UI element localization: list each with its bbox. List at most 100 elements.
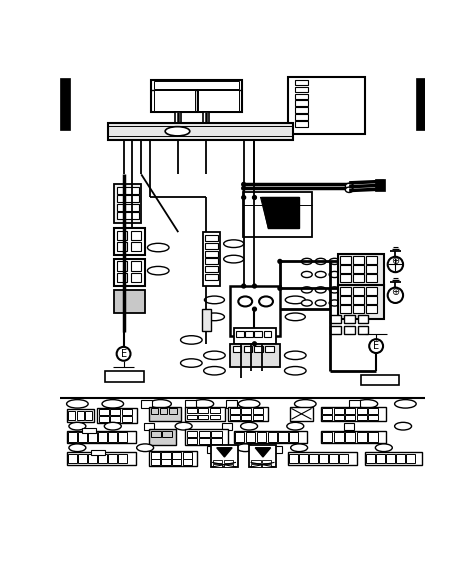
Circle shape [253, 195, 256, 200]
Bar [346, 409, 356, 414]
Bar [211, 438, 222, 444]
Bar [255, 330, 262, 337]
Text: E: E [373, 341, 379, 351]
Bar [187, 438, 198, 444]
Bar [262, 464, 272, 467]
Bar [68, 411, 75, 420]
Bar [321, 431, 386, 443]
Ellipse shape [117, 347, 130, 361]
Ellipse shape [315, 300, 326, 306]
Bar [337, 285, 384, 319]
Bar [322, 414, 332, 420]
Ellipse shape [102, 400, 124, 408]
Bar [183, 453, 192, 458]
Bar [78, 433, 87, 441]
Ellipse shape [259, 296, 273, 306]
Bar [117, 273, 128, 282]
Bar [211, 431, 222, 437]
Ellipse shape [137, 444, 154, 451]
Ellipse shape [329, 258, 340, 265]
Ellipse shape [395, 422, 411, 430]
Bar [151, 453, 160, 458]
Ellipse shape [301, 300, 312, 306]
Bar [366, 275, 377, 282]
Bar [396, 454, 405, 463]
Bar [85, 411, 92, 420]
Bar [185, 407, 225, 421]
Ellipse shape [301, 271, 312, 278]
Bar [267, 433, 277, 441]
Bar [149, 451, 197, 466]
Bar [249, 446, 276, 467]
Bar [114, 259, 145, 286]
Bar [366, 287, 377, 295]
Bar [91, 450, 105, 455]
Bar [330, 326, 341, 334]
Bar [114, 184, 141, 223]
Bar [198, 90, 239, 112]
Ellipse shape [329, 300, 340, 306]
Bar [357, 414, 367, 420]
Bar [340, 275, 351, 282]
Bar [203, 232, 220, 286]
Bar [329, 454, 337, 463]
Ellipse shape [147, 266, 169, 275]
Bar [253, 414, 263, 420]
Polygon shape [255, 448, 271, 457]
Bar [295, 80, 308, 85]
Bar [205, 266, 218, 272]
Ellipse shape [315, 287, 326, 293]
Bar [262, 460, 272, 463]
Bar [234, 328, 276, 344]
Ellipse shape [294, 400, 316, 408]
Ellipse shape [285, 296, 305, 303]
Ellipse shape [69, 422, 86, 430]
Ellipse shape [388, 257, 403, 272]
Bar [118, 454, 127, 463]
Bar [88, 454, 97, 463]
Bar [340, 287, 351, 295]
Bar [416, 78, 425, 130]
Ellipse shape [192, 400, 214, 408]
Bar [108, 123, 293, 140]
Bar [205, 274, 218, 280]
Bar [118, 433, 127, 441]
Bar [210, 414, 220, 419]
Ellipse shape [251, 215, 262, 222]
Bar [77, 411, 83, 420]
Ellipse shape [315, 271, 326, 278]
Circle shape [242, 284, 246, 288]
Bar [198, 414, 208, 419]
Bar [205, 251, 218, 257]
Bar [66, 453, 136, 465]
Bar [386, 454, 395, 463]
Bar [130, 231, 141, 240]
Bar [117, 187, 139, 194]
Bar [108, 433, 117, 441]
Text: ⊕: ⊕ [392, 257, 400, 266]
Bar [366, 305, 377, 313]
Bar [230, 414, 240, 420]
Circle shape [253, 284, 256, 288]
Bar [199, 438, 210, 444]
Bar [251, 460, 261, 463]
Circle shape [278, 286, 282, 291]
Ellipse shape [147, 243, 169, 252]
Bar [108, 454, 117, 463]
Ellipse shape [181, 336, 202, 344]
Ellipse shape [346, 187, 353, 193]
Bar [172, 453, 182, 458]
Bar [340, 296, 351, 303]
Ellipse shape [238, 400, 260, 408]
Bar [245, 330, 253, 337]
Ellipse shape [204, 351, 225, 360]
Bar [246, 433, 255, 441]
Bar [99, 416, 109, 421]
Bar [98, 454, 107, 463]
Bar [169, 409, 177, 414]
Ellipse shape [150, 400, 171, 408]
Bar [114, 228, 145, 255]
Ellipse shape [284, 366, 306, 375]
Bar [78, 454, 87, 463]
Bar [68, 433, 77, 441]
